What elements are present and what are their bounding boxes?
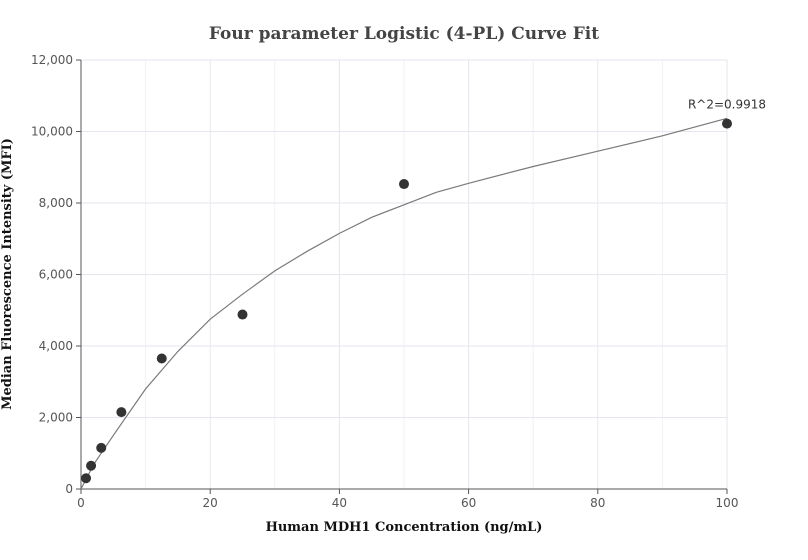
y-tick-label: 8,000 (39, 196, 73, 210)
x-tick-label: 100 (716, 496, 739, 510)
y-axis-title: Median Fluorescence Intensity (MFI) (0, 138, 15, 410)
x-axis-ticks: 0 20 40 60 80 100 (77, 489, 738, 510)
x-tick-label: 60 (461, 496, 476, 510)
data-point (116, 407, 127, 418)
x-tick-label: 40 (332, 496, 347, 510)
y-tick-label: 10,000 (31, 125, 73, 139)
data-point (399, 179, 409, 190)
x-axis-title: Human MDH1 Concentration (ng/mL) (266, 520, 543, 535)
r-squared-annotation: R^2=0.9918 (688, 97, 766, 111)
y-tick-label: 12,000 (31, 53, 73, 67)
y-tick-label: 2,000 (39, 411, 73, 425)
x-tick-label: 20 (203, 496, 218, 510)
data-point (156, 353, 167, 364)
grid (81, 59, 728, 489)
chart-title: Four parameter Logistic (4-PL) Curve Fit (209, 24, 599, 44)
y-tick-label: 0 (65, 482, 73, 496)
data-point (96, 442, 107, 453)
data-points (81, 118, 732, 484)
x-tick-label: 0 (77, 496, 85, 510)
y-axis-ticks: 0 2,000 4,000 6,000 8,000 10,000 12,000 (31, 53, 81, 496)
data-point (81, 473, 92, 484)
y-tick-label: 4,000 (39, 339, 73, 353)
data-point (86, 460, 97, 471)
x-tick-label: 80 (590, 496, 605, 510)
data-point (237, 309, 248, 320)
data-point (722, 118, 732, 129)
y-tick-label: 6,000 (39, 268, 73, 282)
fit-curve (80, 117, 728, 490)
